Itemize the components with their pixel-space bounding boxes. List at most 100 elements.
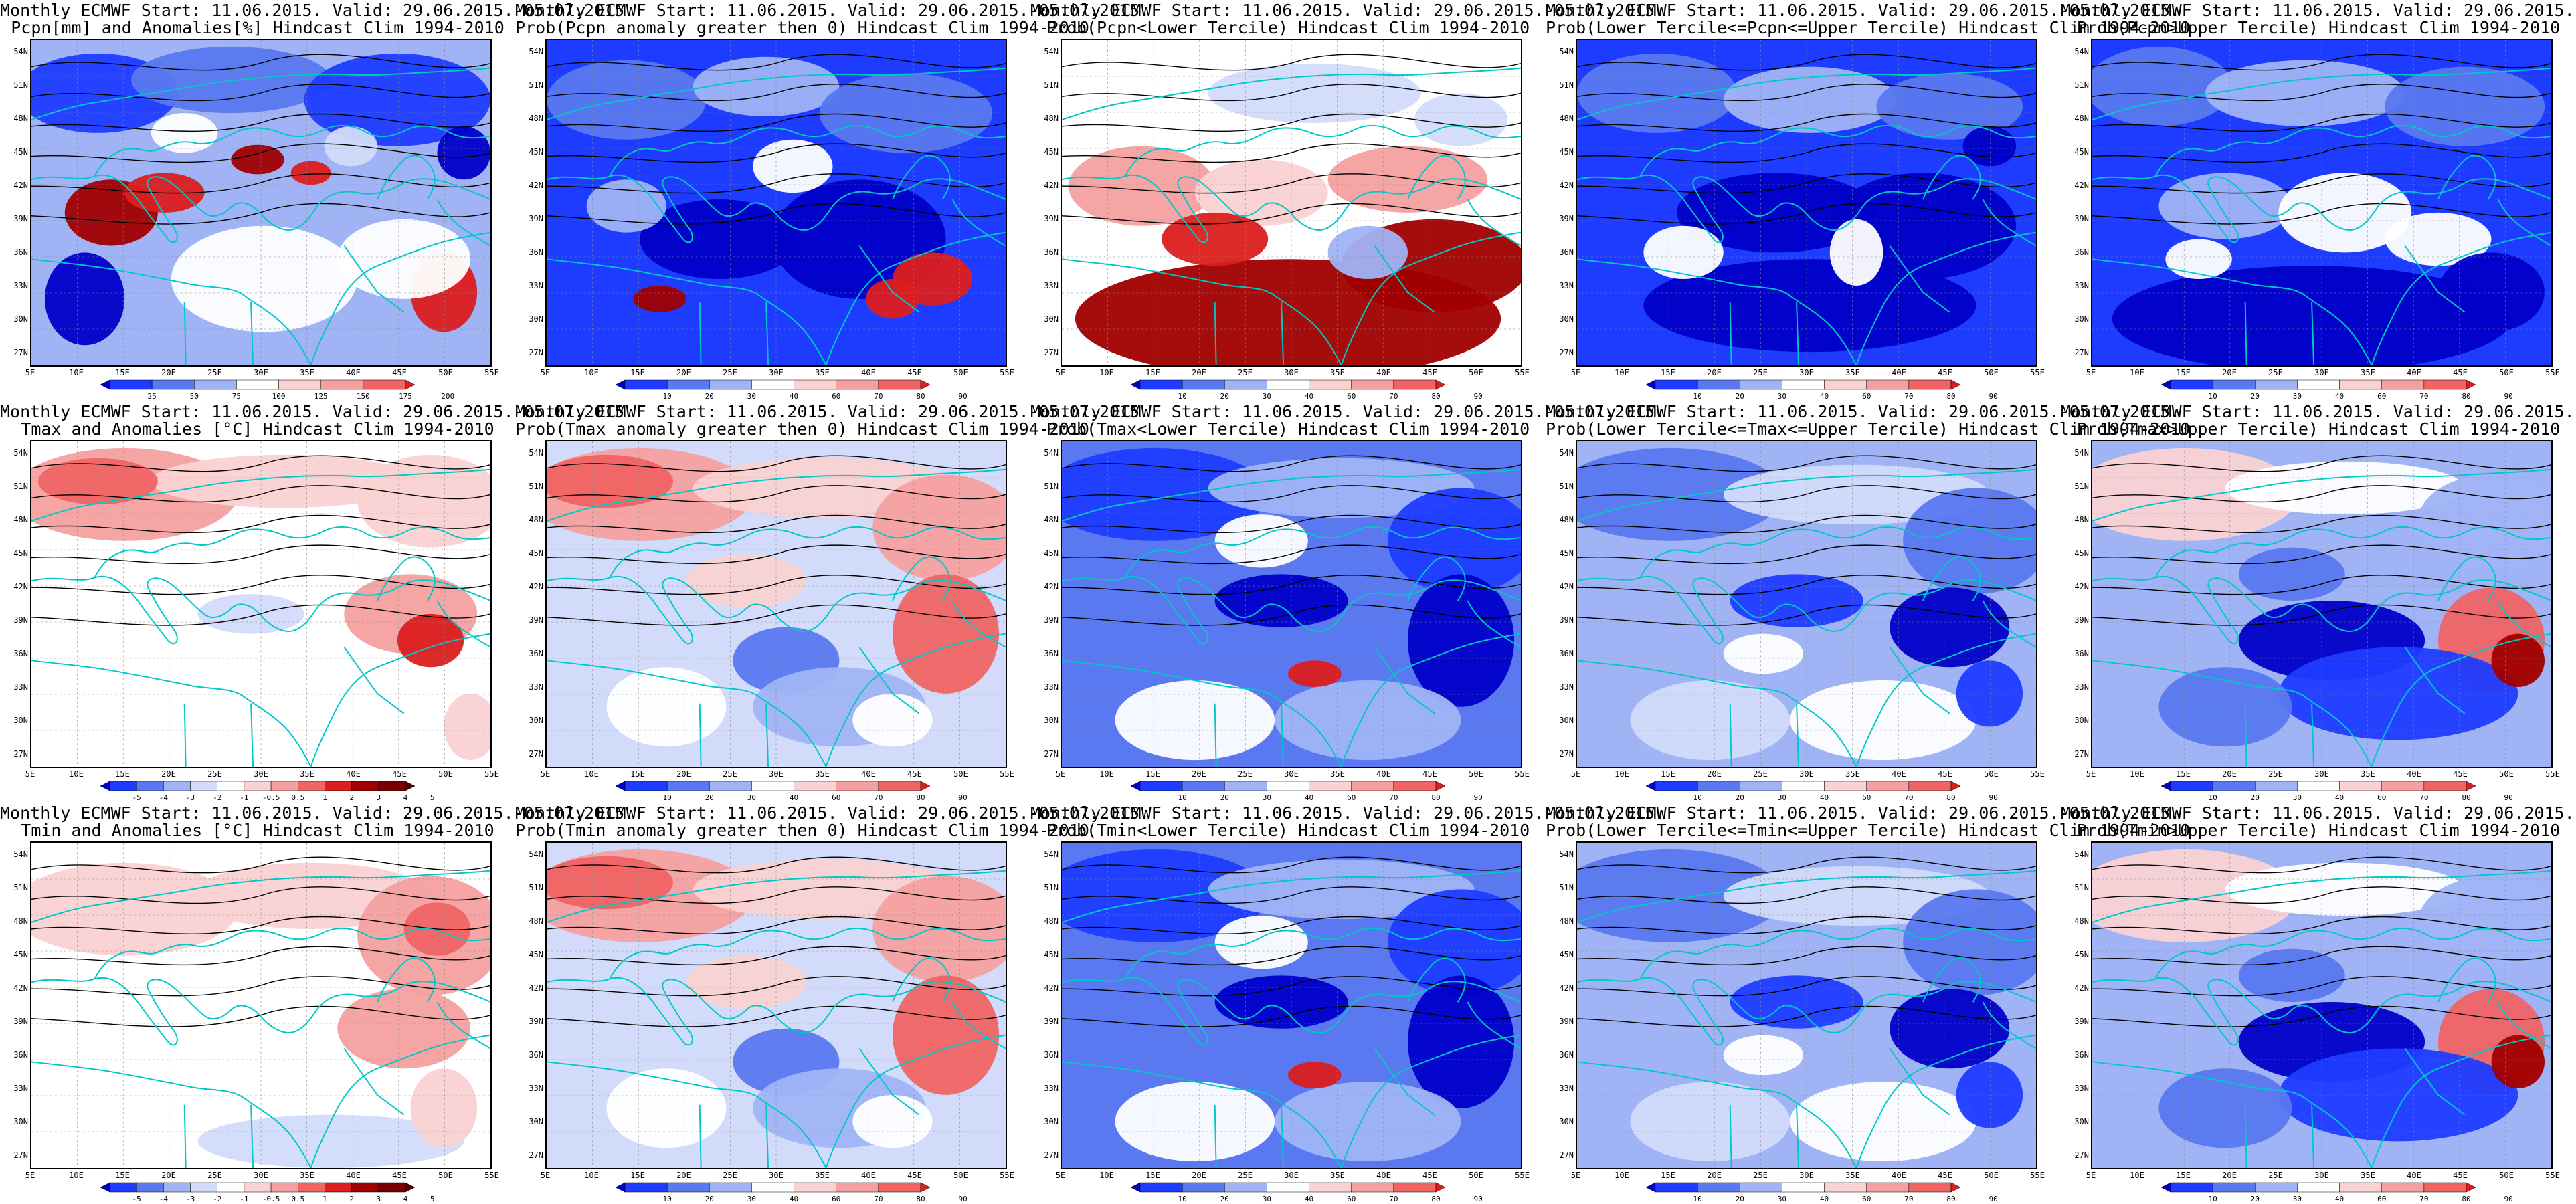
colorbar-swatch bbox=[1655, 781, 1698, 791]
colorbar-tick-label: 80 bbox=[1431, 1195, 1441, 1203]
colorbar-tick-label: 30 bbox=[2292, 392, 2302, 401]
colorbar-tick-label: 60 bbox=[2377, 1195, 2387, 1203]
colorbar-end-triangle bbox=[1130, 781, 1141, 791]
lat-tick-label: 36N bbox=[1559, 247, 1574, 257]
colorbar-swatch bbox=[163, 1182, 191, 1193]
field-region bbox=[892, 975, 1000, 1095]
contour-line bbox=[1062, 173, 1521, 194]
contour-line bbox=[1577, 485, 2036, 503]
panel-title-line2: Prob(Lower Tercile<=Pcpn<=Upper Tercile)… bbox=[1546, 18, 2191, 37]
contour-line bbox=[547, 916, 1006, 935]
colorbar-tick-label: 20 bbox=[1220, 392, 1229, 401]
map-plot-area[interactable] bbox=[30, 39, 492, 367]
lat-tick-label: 30N bbox=[2074, 716, 2089, 725]
field-region bbox=[633, 285, 686, 312]
colorbar-tick-label: 10 bbox=[2208, 392, 2217, 401]
contour-line bbox=[547, 203, 1006, 225]
coastline bbox=[2092, 977, 2551, 1046]
map-plot-area[interactable] bbox=[30, 440, 492, 768]
colorbar-end-triangle bbox=[1435, 379, 1446, 390]
colorbar-swatch bbox=[794, 781, 836, 791]
colorbar-tick-label: 80 bbox=[916, 793, 925, 802]
colorbar-end-triangle bbox=[615, 379, 626, 390]
map-plot-area[interactable] bbox=[30, 841, 492, 1169]
map-plot-area[interactable] bbox=[545, 440, 1007, 768]
coastline bbox=[1062, 67, 1521, 120]
map-plot-area[interactable] bbox=[2091, 39, 2553, 367]
lon-tick-label: 45E bbox=[1938, 1171, 1952, 1180]
lon-tick-label: 15E bbox=[630, 769, 645, 779]
lon-tick-label: 55E bbox=[484, 769, 499, 779]
colorbar-swatch bbox=[298, 1182, 325, 1193]
lat-tick-label: 36N bbox=[1559, 649, 1574, 658]
lon-tick-label: 40E bbox=[1892, 1171, 1906, 1180]
coastline bbox=[858, 245, 920, 313]
colorbar-swatch bbox=[1908, 1182, 1952, 1193]
map-plot-area[interactable] bbox=[545, 841, 1007, 1169]
colorbar-tick-label: 0.5 bbox=[291, 793, 305, 802]
colorbar-tick-label: 10 bbox=[662, 392, 672, 401]
coastline bbox=[343, 646, 405, 714]
field-region bbox=[1214, 574, 1348, 627]
colorbar-tick-label: 90 bbox=[1989, 793, 1998, 802]
map-field-svg bbox=[547, 843, 1006, 1168]
colorbar-swatch bbox=[1139, 379, 1183, 390]
colorbar-swatch bbox=[1351, 781, 1394, 791]
field-region bbox=[1414, 93, 1508, 146]
coastline bbox=[1855, 231, 2036, 365]
colorbar-tick-label: -1 bbox=[240, 1195, 249, 1203]
colorbar-end-triangle bbox=[2160, 781, 2171, 791]
contour-line bbox=[2092, 514, 2551, 534]
map-plot-area[interactable] bbox=[1061, 39, 1522, 367]
colorbar-swatch bbox=[151, 379, 195, 390]
coastline bbox=[310, 231, 490, 365]
map-plot-area[interactable] bbox=[2091, 841, 2553, 1169]
coastline bbox=[343, 1047, 405, 1116]
field-region bbox=[2205, 60, 2405, 126]
field-region bbox=[1288, 660, 1342, 687]
colorbar-svg bbox=[615, 1182, 931, 1193]
coastline bbox=[1340, 231, 1521, 365]
colorbar-swatch bbox=[1908, 781, 1952, 791]
map-plot-area[interactable] bbox=[1576, 440, 2037, 768]
lon-tick-label: 10E bbox=[584, 769, 599, 779]
colorbar-swatch bbox=[1393, 379, 1437, 390]
lon-tick-label: 10E bbox=[1615, 1171, 1629, 1180]
map-plot-area[interactable] bbox=[545, 39, 1007, 367]
contour-line bbox=[1062, 575, 1521, 595]
map-plot-area[interactable] bbox=[2091, 440, 2553, 768]
lat-tick-label: 54N bbox=[1559, 448, 1574, 458]
contour-line bbox=[1577, 54, 2036, 71]
colorbar bbox=[1130, 1182, 1446, 1193]
field-region bbox=[290, 161, 331, 185]
map-plot-area[interactable] bbox=[1576, 841, 2037, 1169]
contour-line bbox=[1062, 113, 1521, 132]
field-region bbox=[1115, 680, 1275, 761]
lat-tick-label: 36N bbox=[2074, 1050, 2089, 1060]
coastline bbox=[2371, 633, 2551, 767]
colorbar-tick-label: 70 bbox=[1389, 1195, 1398, 1203]
field-region bbox=[410, 1068, 478, 1148]
map-plot-area[interactable] bbox=[1576, 39, 2037, 367]
coastline bbox=[858, 646, 920, 714]
field-region bbox=[1407, 574, 1515, 707]
coastline bbox=[1467, 199, 1521, 247]
coastline bbox=[1889, 245, 1950, 313]
colorbar-tick-label: 40 bbox=[2334, 1195, 2344, 1203]
map-plot-area[interactable] bbox=[1061, 841, 1522, 1169]
colorbar-tick-label: 90 bbox=[958, 1195, 968, 1203]
lon-tick-label: 45E bbox=[1422, 769, 1437, 779]
field-region bbox=[1062, 53, 1208, 120]
colorbar-swatch bbox=[2212, 379, 2256, 390]
contour-line bbox=[2092, 604, 2551, 626]
colorbar-swatch bbox=[751, 781, 794, 791]
field-region bbox=[1327, 225, 1408, 280]
panel-title-line2: Prob(Tmax<Lower Tercile) Hindcast Clim 1… bbox=[1046, 419, 1530, 439]
field-region bbox=[357, 454, 490, 548]
colorbar-end-triangle bbox=[2466, 379, 2476, 390]
coastline bbox=[825, 633, 1006, 767]
colorbar-tick-label: 20 bbox=[705, 392, 714, 401]
map-plot-area[interactable] bbox=[1061, 440, 1522, 768]
map-field-svg bbox=[31, 40, 490, 365]
lat-tick-label: 48N bbox=[1559, 515, 1574, 524]
